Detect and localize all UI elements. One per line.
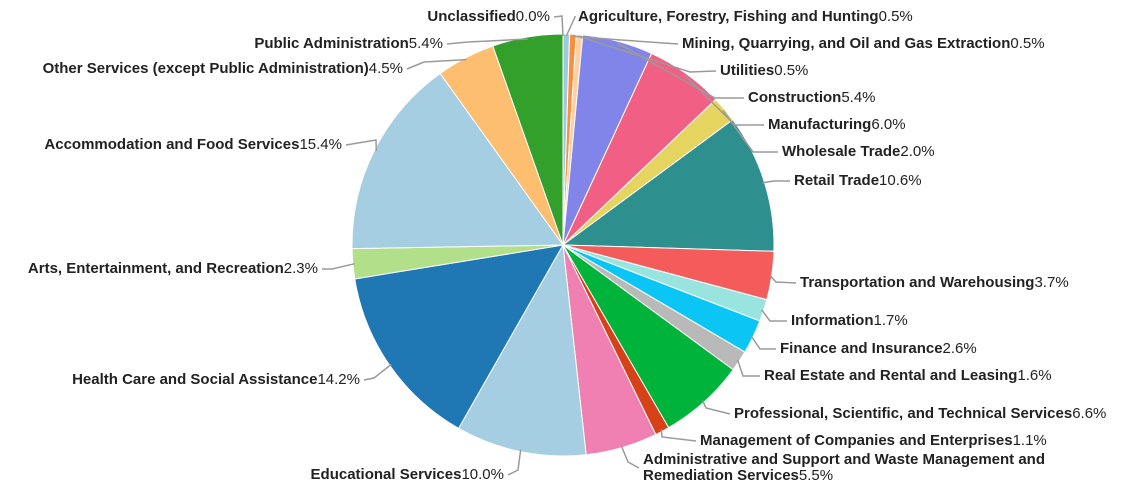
leader-line-other-services-except-public-administration [406,58,467,70]
leader-line-educational-services [507,449,522,476]
slice-label-management-of-companies-and-enterprises: Management of Companies and Enterprises1… [700,432,1047,449]
leader-line-transportation-and-warehousing [769,274,797,284]
leader-line-construction [617,42,744,99]
leader-line-agriculture-forestry-fishing-and-hunting [565,16,577,37]
leader-line-finance-and-insurance [750,335,776,350]
leader-line-manufacturing [684,74,764,126]
slice-label-retail-trade: Retail Trade10.6% [794,172,922,189]
slice-label-other-services-except-public-administration: Other Services (except Public Administra… [43,60,403,77]
slice-label-unclassified: Unclassified0.0% [427,8,550,25]
slice-label-public-administration: Public Administration5.4% [254,35,443,52]
slice-label-mining-quarrying-and-oil-and-gas-extraction: Mining, Quarrying, and Oil and Gas Extra… [682,35,1045,52]
leader-line-retail-trade [762,180,790,184]
slice-label-educational-services: Educational Services10.0% [311,466,504,483]
leader-line-arts-entertainment-and-recreation [322,262,355,270]
slice-label-professional-scientific-and-technical-services: Professional, Scientific, and Technical … [734,405,1106,422]
leader-line-management-of-companies-and-enterprises [660,429,697,442]
leader-line-utilities [579,35,717,73]
leader-line-wholesale-trade [722,110,778,153]
slice-label-manufacturing: Manufacturing6.0% [768,116,906,133]
leader-line-mining-quarrying-and-oil-and-gas-extraction [572,35,679,45]
slice-label-finance-and-insurance: Finance and Insurance2.6% [780,340,977,357]
leader-line-unclassified [553,15,564,37]
slice-labels: Agriculture, Forestry, Fishing and Hunti… [28,8,1107,484]
leader-lines [322,15,797,476]
slice-label-information: Information1.7% [791,312,908,329]
leader-line-professional-scientific-and-technical-services [701,400,731,415]
slice-label-wholesale-trade: Wholesale Trade2.0% [782,143,935,160]
leader-line-accommodation-and-food-services [345,139,378,152]
leader-line-information [761,309,787,322]
slice-label-construction: Construction5.4% [748,89,876,106]
slice-label-real-estate-and-rental-and-leasing: Real Estate and Rental and Leasing1.6% [764,367,1052,384]
slice-label-utilities: Utilities0.5% [720,62,808,79]
slice-label-health-care-and-social-assistance: Health Care and Social Assistance14.2% [72,371,360,388]
slice-label-administrative-and-support-and-waste-management-and-remediation-services: Administrative and Support and Waste Man… [643,451,1045,484]
pie-slice-accommodation-and-food-services [351,72,564,250]
leader-line-public-administration [446,38,528,45]
leader-line-administrative-and-support-and-waste-management-and-remediation-services [620,445,640,469]
slice-label-agriculture-forestry-fishing-and-hunting: Agriculture, Forestry, Fishing and Hunti… [578,8,913,25]
slice-label-transportation-and-warehousing: Transportation and Warehousing3.7% [800,274,1069,291]
slice-label-arts-entertainment-and-recreation: Arts, Entertainment, and Recreation2.3% [28,260,318,277]
pie-slices [351,33,775,457]
slice-label-accommodation-and-food-services: Accommodation and Food Services15.4% [44,136,342,153]
leader-line-real-estate-and-rental-and-leasing [736,359,760,377]
leader-line-health-care-and-social-assistance [363,363,392,381]
